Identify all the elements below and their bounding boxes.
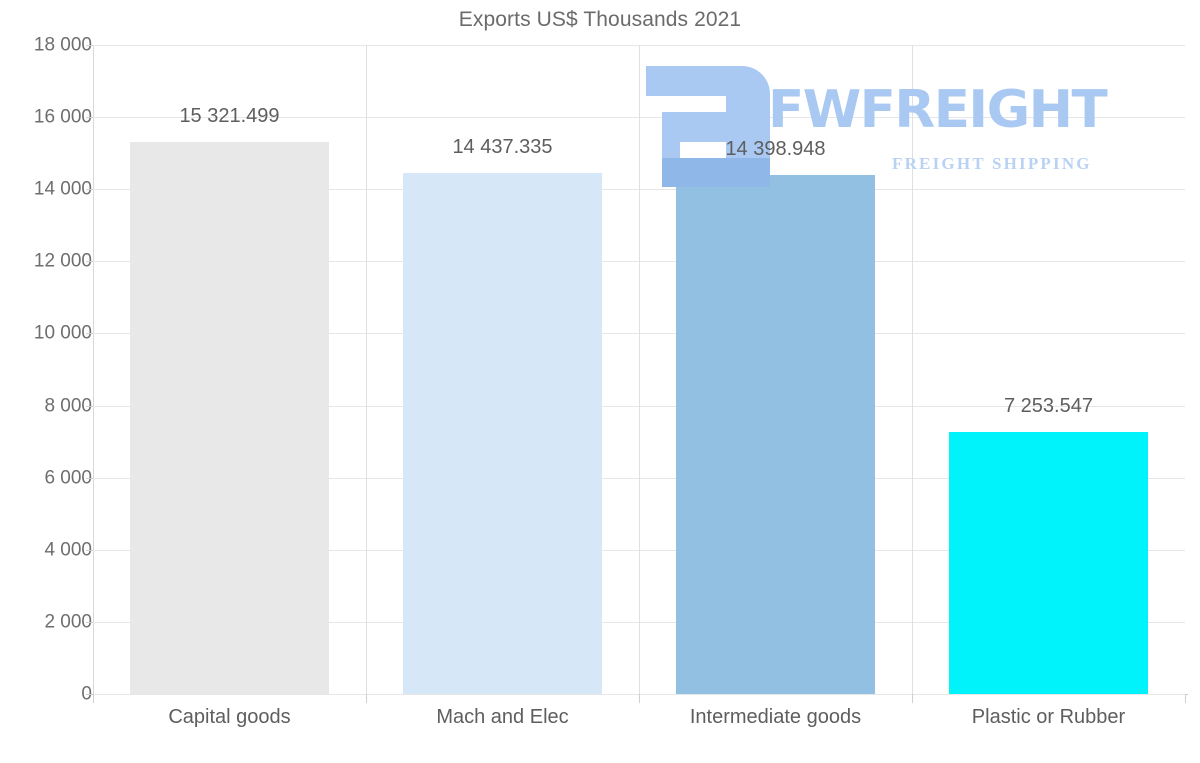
y-axis-tick-label: 10 000 [33, 322, 92, 344]
y-axis-tick-label: 12 000 [33, 250, 92, 272]
y-axis-tick-mark [86, 477, 93, 479]
y-axis-tick-label: 16 000 [33, 106, 92, 128]
y-axis-tick-label: 18 000 [33, 34, 92, 56]
bar-value-label: 14 398.948 [725, 137, 826, 160]
bar-value-label: 7 253.547 [1004, 395, 1093, 418]
y-axis-tick-mark [86, 621, 93, 623]
x-axis-tick-mark [912, 694, 913, 703]
y-axis-tick-mark [86, 117, 93, 119]
bar[interactable] [949, 432, 1148, 694]
y-axis-tick-label: 6 000 [44, 467, 92, 489]
bar-value-label: 14 437.335 [452, 136, 553, 159]
chart-title: Exports US$ Thousands 2021 [458, 8, 742, 31]
y-axis-tick-mark [86, 694, 93, 695]
bar[interactable] [676, 174, 875, 694]
x-axis-category-label: Plastic or Rubber [971, 706, 1126, 728]
x-axis-tick-mark [1185, 694, 1186, 703]
y-axis-tick-label: 4 000 [44, 539, 92, 561]
x-axis-tick-mark [93, 694, 94, 703]
plot-area [93, 45, 1185, 695]
y-axis-tick-mark [86, 549, 93, 551]
x-axis-category-label: Capital goods [168, 706, 291, 728]
gridline-vertical [639, 45, 640, 694]
y-axis-tick-label: 14 000 [33, 178, 92, 200]
x-axis-tick-mark [366, 694, 367, 703]
x-axis-category-label: Mach and Elec [436, 706, 569, 728]
y-axis-tick-label: 2 000 [44, 611, 92, 633]
y-axis-tick-mark [86, 261, 93, 263]
bar[interactable] [403, 173, 602, 694]
bar-value-label: 15 321.499 [179, 104, 280, 127]
y-axis-tick-label: 8 000 [44, 395, 92, 417]
bar[interactable] [130, 141, 329, 694]
y-axis-tick-mark [86, 189, 93, 191]
gridline-vertical [912, 45, 913, 694]
y-axis-line [93, 45, 94, 695]
gridline-vertical [366, 45, 367, 694]
y-axis-tick-mark [86, 333, 93, 335]
x-axis-category-label: Intermediate goods [689, 706, 862, 728]
y-axis-tick-mark [86, 45, 93, 46]
y-axis-tick-mark [86, 405, 93, 407]
x-axis-tick-mark [639, 694, 640, 703]
